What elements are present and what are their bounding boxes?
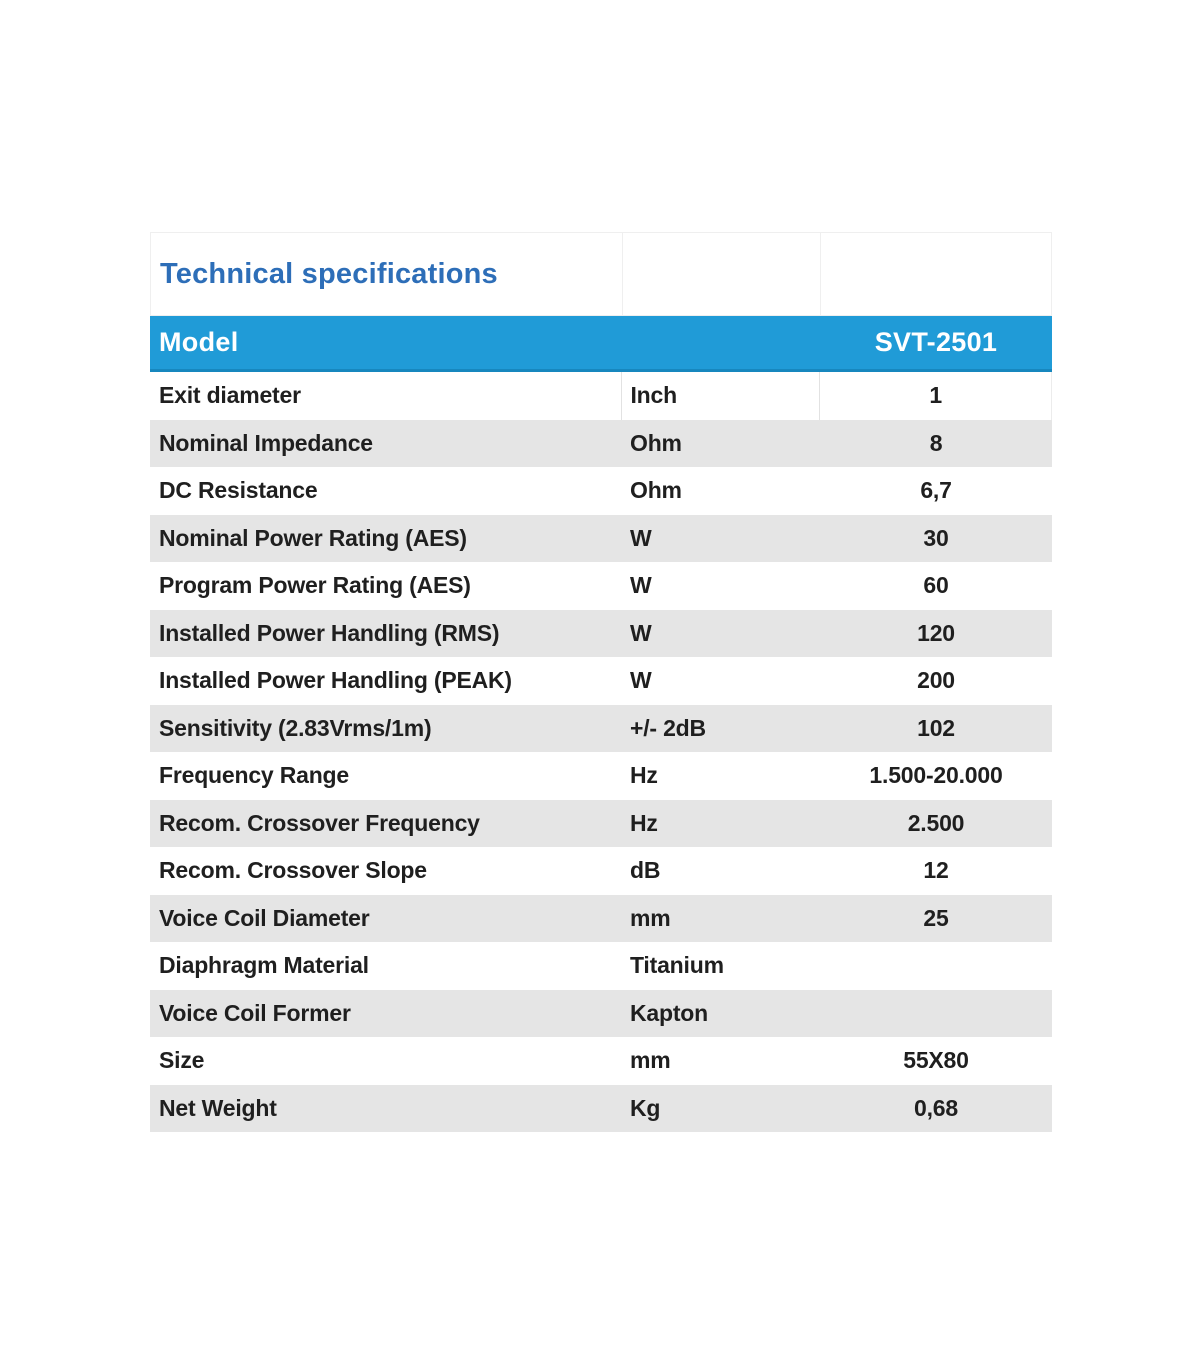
model-unit-cell [622,316,820,369]
spec-row: Installed Power Handling (PEAK) W 200 [150,657,1052,705]
spec-unit: W [630,572,652,599]
spec-unit: Hz [630,762,658,789]
spec-unit: mm [630,904,671,931]
spec-label: Frequency Range [159,762,349,789]
spec-label: Program Power Rating (AES) [159,572,471,599]
spec-label: Nominal Power Rating (AES) [159,524,467,551]
spec-row: Sensitivity (2.83Vrms/1m) +/- 2dB 102 [150,704,1052,752]
spec-label: Diaphragm Material [159,952,369,979]
spec-label: Nominal Impedance [159,429,373,456]
spec-value: 120 [917,619,955,646]
spec-row: Voice Coil Diameter mm 25 [150,894,1052,942]
spec-row: Installed Power Handling (RMS) W 120 [150,609,1052,657]
spec-value: 0,68 [914,1094,958,1121]
model-label: Model [159,327,239,357]
spec-label: Exit diameter [159,382,301,409]
spec-unit: Titanium [630,952,724,979]
spec-unit: +/- 2dB [630,714,706,741]
spec-label: Voice Coil Former [159,999,351,1026]
spec-label: Installed Power Handling (PEAK) [159,667,512,694]
spec-value: 1 [819,372,1051,420]
spec-label: Recom. Crossover Frequency [159,809,480,836]
spec-row: Nominal Impedance Ohm 8 [150,419,1052,467]
spec-row: Program Power Rating (AES) W 60 [150,562,1052,610]
spec-label: Recom. Crossover Slope [159,857,427,884]
spec-row: DC Resistance Ohm 6,7 [150,467,1052,515]
spec-row: Net Weight Kg 0,68 [150,1084,1052,1132]
spec-unit: W [630,524,652,551]
model-value: SVT-2501 [874,327,998,357]
spec-row: Voice Coil Former Kapton [150,989,1052,1038]
spec-unit: W [630,619,652,646]
spec-label: Net Weight [159,1094,277,1121]
spec-label: Size [159,1047,205,1074]
spec-row: Diaphragm Material Titanium [150,942,1052,990]
spec-label: Installed Power Handling (RMS) [159,619,500,646]
spec-label: Voice Coil Diameter [159,904,370,931]
spec-unit: Kapton [630,999,709,1026]
spec-row: Frequency Range Hz 1.500-20.000 [150,752,1052,800]
spec-unit: Ohm [630,429,682,456]
spec-value: 30 [923,524,949,551]
spec-row: Nominal Power Rating (AES) W 30 [150,514,1052,562]
spec-value: 55X80 [903,1047,969,1074]
title-row-value-cell [819,233,1051,315]
spec-value [820,942,1052,990]
table-title-row: Technical specifications [150,232,1052,316]
spec-value [820,990,1052,1038]
spec-unit: dB [630,857,661,884]
spec-value: 12 [923,857,949,884]
table-title: Technical specifications [160,257,498,290]
spec-unit: Hz [630,809,658,836]
spec-value: 1.500-20.000 [869,762,1003,789]
spec-table: Technical specifications Model SVT-2501 … [150,232,1052,1132]
spec-value: 200 [917,667,955,694]
spec-rows: Exit diameter Inch 1 Nominal Impedance Ohm 8 D… [150,372,1052,1132]
spec-row: Recom. Crossover Slope dB 12 [150,847,1052,895]
spec-unit: mm [630,1047,671,1074]
spec-value: 25 [923,904,949,931]
spec-row: Size mm 55X80 [150,1037,1052,1085]
title-row-unit-cell [621,233,820,315]
spec-row: Recom. Crossover Frequency Hz 2.500 [150,799,1052,847]
spec-label: DC Resistance [159,477,318,504]
spec-value: 8 [929,429,943,456]
spec-value: 102 [917,714,955,741]
model-row: Model SVT-2501 [150,316,1052,372]
spec-label: Sensitivity (2.83Vrms/1m) [159,714,432,741]
spec-value: 2.500 [907,809,965,836]
spec-unit: Kg [630,1094,661,1121]
spec-unit: W [630,667,652,694]
spec-unit: Ohm [630,477,682,504]
spec-unit: Inch [621,372,819,420]
spec-value: 60 [923,572,949,599]
spec-value: 6,7 [920,477,952,504]
spec-row: Exit diameter Inch 1 [150,372,1052,420]
